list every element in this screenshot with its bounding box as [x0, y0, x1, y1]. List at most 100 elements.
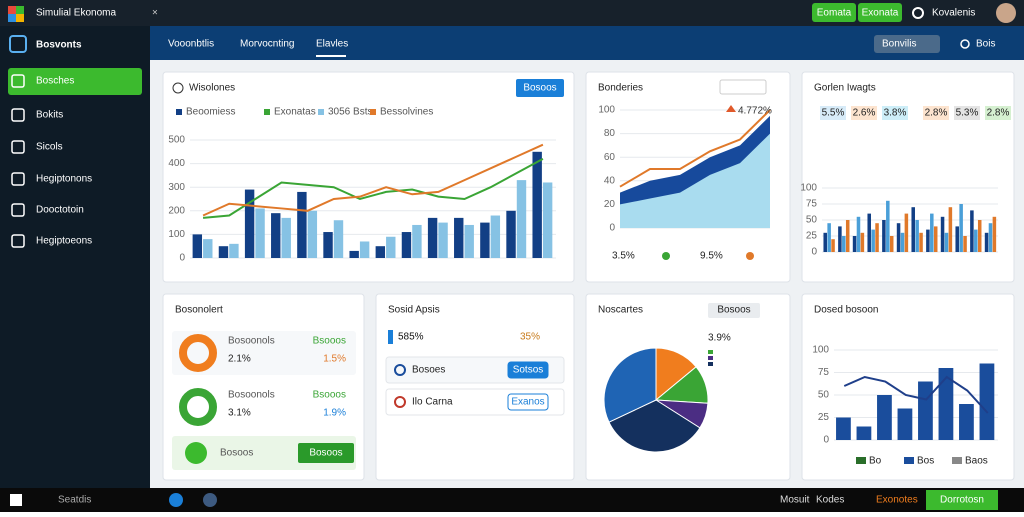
- bar: [412, 224, 422, 258]
- metric-row: [172, 331, 356, 375]
- select[interactable]: [874, 35, 940, 53]
- bar: [904, 213, 909, 252]
- card-button[interactable]: [708, 303, 760, 318]
- area: [620, 133, 770, 228]
- bar: [203, 239, 213, 258]
- y-tick-label: 0: [609, 223, 615, 234]
- taskbar-button-label[interactable]: Dorrotosn: [940, 495, 984, 506]
- y-tick-label: 0: [811, 247, 817, 258]
- header-button-label[interactable]: Eomata: [817, 8, 852, 19]
- tab[interactable]: Vooonbtlis: [168, 39, 214, 50]
- nav-item[interactable]: Hegiptoeons: [36, 236, 92, 247]
- card-dropdown[interactable]: [719, 79, 767, 95]
- bar: [454, 217, 464, 258]
- toggle[interactable]: [507, 393, 549, 411]
- bar: [926, 229, 930, 252]
- chip: [851, 106, 877, 120]
- card-button-label[interactable]: Bosoos: [523, 83, 556, 94]
- bar: [886, 200, 890, 252]
- card-button-label[interactable]: Bosoos: [309, 448, 342, 459]
- card-button[interactable]: [298, 443, 354, 463]
- bar: [427, 217, 438, 258]
- card-button-label[interactable]: Bosoos: [717, 305, 750, 316]
- y-tick-label: 50: [818, 390, 830, 401]
- bar: [915, 220, 919, 252]
- small-stat: 35%: [520, 332, 540, 343]
- tab[interactable]: Elavles: [316, 39, 348, 50]
- card-title: Bosonolert: [175, 305, 223, 316]
- bar: [229, 243, 239, 258]
- row-name: Ilo Carna: [412, 397, 453, 408]
- card-title: Wisolones: [189, 83, 235, 94]
- bar: [438, 222, 448, 258]
- bar: [856, 426, 872, 440]
- bar: [992, 216, 997, 252]
- bar: [856, 216, 861, 252]
- bar: [255, 208, 265, 258]
- bar: [490, 215, 501, 258]
- toggle-label[interactable]: Exanos: [511, 397, 544, 408]
- taskbar-app[interactable]: [169, 493, 183, 507]
- y-tick-label: 500: [168, 135, 185, 146]
- legend-swatch: [708, 356, 713, 360]
- taskbar-button[interactable]: [926, 490, 998, 510]
- nav-item[interactable]: Bosches: [36, 76, 74, 87]
- y-tick-label: 25: [806, 231, 818, 242]
- chip-label: 5.3%: [956, 108, 979, 119]
- bar: [938, 368, 954, 440]
- bar: [281, 217, 291, 258]
- donut: [179, 388, 217, 426]
- app-icon: [8, 14, 16, 22]
- nav-item[interactable]: Hegiptonons: [36, 174, 92, 185]
- avatar[interactable]: [996, 3, 1016, 23]
- y-tick-label: 300: [168, 182, 185, 193]
- search[interactable]: Seatdis: [58, 495, 91, 506]
- close-button[interactable]: ×: [152, 8, 158, 19]
- header-button[interactable]: [858, 3, 902, 22]
- bar: [867, 213, 871, 252]
- nav-icon: [11, 234, 25, 248]
- tab-underline: [316, 55, 346, 57]
- nav-item[interactable]: Dooctotoin: [36, 205, 84, 216]
- app-icon: [16, 6, 24, 14]
- donut: [179, 334, 217, 372]
- bar: [838, 226, 842, 252]
- card-button[interactable]: [516, 79, 564, 97]
- row-side: Bsooos: [313, 336, 346, 347]
- nav-item[interactable]: Sicols: [36, 142, 63, 153]
- status-icon: [185, 442, 207, 464]
- nav-active[interactable]: [8, 68, 142, 95]
- toggle-label[interactable]: Sotsos: [513, 365, 544, 376]
- tab[interactable]: Morvocnting: [240, 39, 294, 50]
- arrow: [726, 105, 736, 112]
- legend-swatch: [370, 109, 376, 115]
- bar: [900, 232, 905, 252]
- chip-label: 2.8%: [925, 108, 948, 119]
- header-button-label[interactable]: Exonata: [862, 8, 899, 19]
- bar: [877, 395, 892, 440]
- nav-icon: [11, 140, 25, 154]
- help-label[interactable]: Bois: [976, 39, 995, 50]
- chip: [985, 106, 1011, 120]
- legend-swatch: [952, 457, 962, 464]
- annotation: 4.772%: [738, 106, 772, 117]
- legend-swatch: [904, 457, 914, 464]
- select-label[interactable]: Bonvilis: [882, 39, 916, 50]
- toggle[interactable]: [507, 361, 549, 379]
- bar: [933, 226, 938, 252]
- line: [619, 109, 771, 188]
- nav-item[interactable]: Bokits: [36, 110, 63, 121]
- bar: [963, 236, 967, 252]
- start-button[interactable]: [10, 494, 22, 506]
- legend-swatch: [708, 350, 713, 354]
- legend-label: Bessolvines: [380, 107, 433, 118]
- sidebar: [0, 26, 150, 488]
- logo: Bosvonts: [36, 40, 82, 51]
- y-tick-label: 400: [168, 158, 185, 169]
- taskbar-app[interactable]: [203, 493, 217, 507]
- bar: [307, 210, 318, 258]
- header-button[interactable]: [812, 3, 856, 22]
- stat-marker: [388, 330, 393, 344]
- stat: 3.9%: [708, 333, 731, 344]
- bar: [831, 239, 835, 252]
